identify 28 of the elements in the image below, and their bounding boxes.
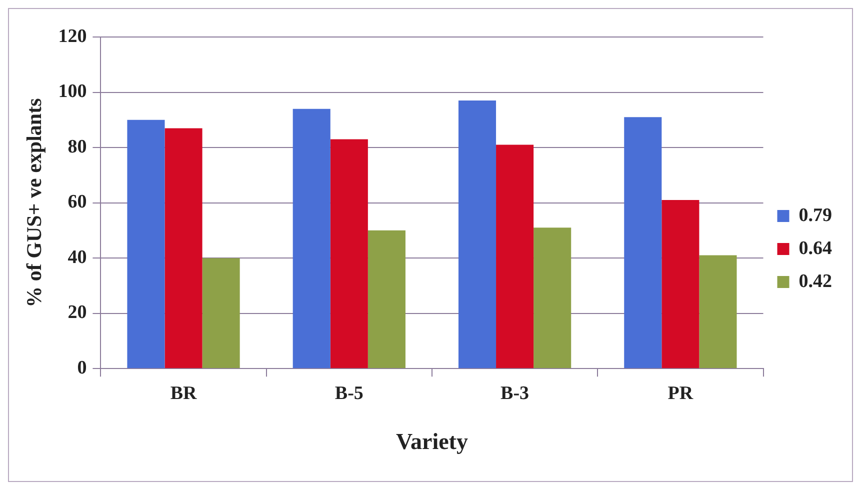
y-axis-title: % of GUS+ ve explants bbox=[22, 98, 46, 308]
y-tick-label: 20 bbox=[68, 302, 87, 324]
bar bbox=[458, 100, 496, 368]
x-tick-label: B-3 bbox=[500, 382, 530, 404]
y-tick-label: 120 bbox=[58, 26, 87, 47]
y-tick-label: 40 bbox=[68, 246, 87, 268]
legend-label: 0.79 bbox=[798, 204, 832, 226]
y-tick-label: 80 bbox=[68, 136, 87, 158]
bar bbox=[534, 228, 572, 368]
y-tick-label: 0 bbox=[77, 358, 87, 379]
bar bbox=[662, 200, 700, 368]
y-tick-label: 100 bbox=[58, 81, 87, 102]
bar bbox=[164, 128, 202, 368]
bar bbox=[330, 139, 368, 368]
x-tick-label: BR bbox=[170, 382, 197, 404]
x-axis-title: Variety bbox=[396, 429, 468, 454]
x-tick-label: B-5 bbox=[334, 382, 364, 404]
bar bbox=[699, 255, 737, 368]
legend-label: 0.42 bbox=[798, 270, 832, 292]
legend-label: 0.64 bbox=[798, 238, 832, 259]
bar bbox=[496, 144, 534, 368]
x-tick-label: PR bbox=[668, 382, 694, 404]
bar bbox=[624, 117, 662, 368]
bar bbox=[292, 108, 330, 368]
bar bbox=[127, 120, 165, 368]
bar bbox=[202, 258, 240, 368]
bar bbox=[368, 230, 406, 368]
y-tick-label: 60 bbox=[68, 192, 87, 213]
